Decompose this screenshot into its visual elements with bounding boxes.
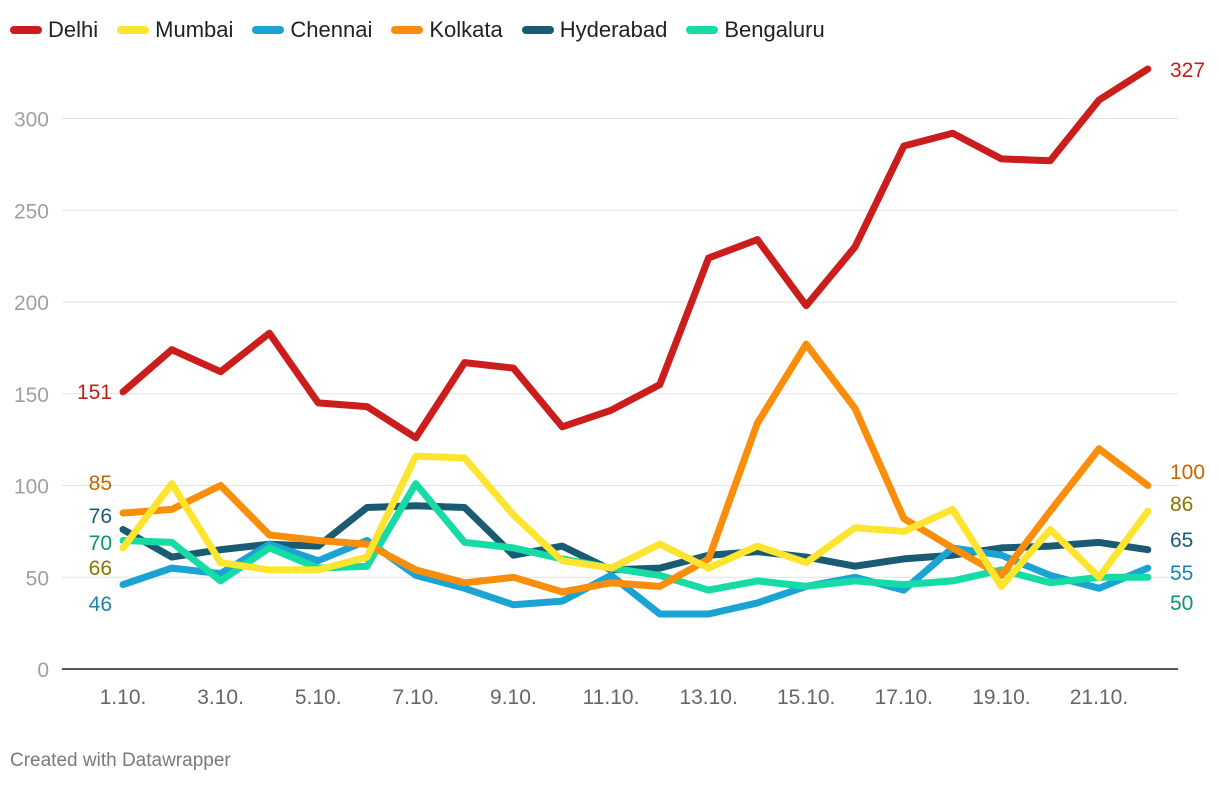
x-tick-label-17-10: 17.10.	[875, 686, 933, 709]
x-tick-label-15-10: 15.10.	[777, 686, 835, 709]
end-label-chennai: 55	[1170, 562, 1193, 585]
end-label-delhi: 327	[1170, 59, 1205, 82]
y-tick-label-150: 150	[14, 384, 49, 407]
y-tick-label-250: 250	[14, 200, 49, 223]
chart-legend: Delhi Mumbai Chennai Kolkata Hyderabad B…	[10, 16, 844, 44]
end-label-kolkata: 100	[1170, 461, 1205, 484]
series-line-delhi	[119, 65, 1152, 442]
series-layer	[119, 65, 1152, 618]
legend-swatch-delhi	[10, 26, 42, 34]
series-line-kolkata	[119, 340, 1152, 596]
series-line-bengaluru	[119, 480, 1152, 594]
x-axis: 1.10. 3.10. 5.10. 7.10. 9.10. 11.10. 13.10. 15.…	[62, 668, 1178, 709]
y-tick-label-0: 0	[37, 659, 49, 682]
x-tick-label-19-10: 19.10.	[972, 686, 1030, 709]
x-tick-label-1-10: 1.10.	[100, 686, 147, 709]
legend-item-hyderabad: Hyderabad	[521, 17, 668, 43]
x-tick-label-3-10: 3.10.	[197, 686, 244, 709]
end-label-hyderabad: 65	[1170, 529, 1193, 552]
legend-swatch-hyderabad	[521, 26, 554, 34]
x-tick-label-9-10: 9.10.	[490, 686, 537, 709]
y-tick-label-100: 100	[14, 476, 49, 499]
start-label-delhi: 151	[77, 381, 112, 404]
legend-label-chennai: Chennai	[290, 17, 373, 42]
legend-item-bengaluru: Bengaluru	[686, 17, 825, 43]
legend-swatch-bengaluru	[686, 26, 719, 34]
series-line-mumbai	[119, 452, 1152, 590]
legend-item-delhi: Delhi	[10, 17, 98, 43]
legend-swatch-chennai	[252, 26, 285, 34]
x-tick-label-21-10: 21.10.	[1070, 686, 1128, 709]
legend-label-mumbai: Mumbai	[155, 17, 234, 42]
legend-label-delhi: Delhi	[48, 17, 99, 42]
start-label-chennai: 46	[89, 593, 112, 616]
grid-layer: 0 50 100 150 200 250 300	[14, 109, 1178, 682]
legend-label-kolkata: Kolkata	[429, 17, 503, 42]
legend-label-bengaluru: Bengaluru	[724, 17, 825, 42]
start-label-kolkata: 85	[89, 472, 112, 495]
start-label-bengaluru: 70	[89, 532, 112, 555]
x-tick-label-7-10: 7.10.	[392, 686, 439, 709]
y-tick-label-300: 300	[14, 109, 49, 132]
x-tick-label-13-10: 13.10.	[679, 686, 737, 709]
y-tick-label-50: 50	[26, 567, 49, 590]
footer-credit: Created with Datawrapper	[10, 750, 231, 771]
y-tick-label-200: 200	[14, 292, 49, 315]
legend-label-hyderabad: Hyderabad	[559, 17, 668, 42]
legend-item-mumbai: Mumbai	[117, 17, 233, 43]
x-tick-label-11-10: 11.10.	[583, 686, 640, 709]
legend-swatch-kolkata	[391, 26, 424, 34]
legend-swatch-mumbai	[117, 26, 150, 34]
legend-item-chennai: Chennai	[252, 17, 372, 43]
end-label-mumbai: 86	[1170, 493, 1193, 516]
x-tick-label-5-10: 5.10.	[295, 686, 342, 709]
value-label-layer: 76 65 46 55 70 50 85 100 66 86 151 327	[77, 59, 1205, 616]
legend-item-kolkata: Kolkata	[391, 17, 503, 43]
start-label-hyderabad: 76	[89, 505, 112, 528]
start-label-mumbai: 66	[89, 557, 112, 580]
end-label-bengaluru: 50	[1170, 592, 1193, 615]
